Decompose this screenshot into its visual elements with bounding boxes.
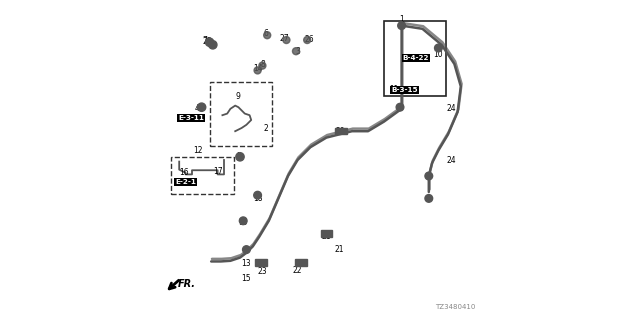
Text: 12: 12 (194, 146, 203, 155)
Circle shape (264, 32, 271, 39)
Text: 27: 27 (280, 34, 290, 43)
Text: 20: 20 (336, 127, 346, 136)
Circle shape (435, 44, 442, 52)
Bar (255, 259, 267, 266)
Circle shape (254, 67, 261, 74)
Bar (321, 230, 332, 237)
Text: 24: 24 (446, 156, 456, 164)
Text: 11: 11 (389, 85, 398, 94)
Text: E-2-1: E-2-1 (175, 180, 196, 185)
Text: FR.: FR. (178, 279, 196, 289)
Circle shape (236, 153, 244, 161)
Text: 23: 23 (257, 268, 268, 276)
Text: 8: 8 (260, 60, 265, 68)
Text: 19: 19 (238, 218, 248, 227)
Circle shape (254, 191, 262, 199)
Text: 1: 1 (399, 15, 404, 24)
Circle shape (304, 36, 311, 44)
Circle shape (239, 217, 247, 225)
Text: 7: 7 (202, 36, 207, 44)
Text: 15: 15 (241, 274, 252, 283)
Text: 25: 25 (202, 37, 212, 46)
Text: B-4-22: B-4-22 (403, 55, 429, 60)
Text: 4: 4 (195, 104, 199, 113)
Text: 13: 13 (241, 260, 252, 268)
Circle shape (425, 172, 433, 180)
Circle shape (197, 103, 206, 111)
Circle shape (398, 22, 406, 29)
Bar (384, 21, 447, 96)
Circle shape (283, 36, 290, 44)
Text: 5: 5 (236, 152, 241, 161)
Bar (172, 157, 234, 194)
Text: 26: 26 (305, 35, 315, 44)
Text: 21: 21 (335, 245, 344, 254)
Circle shape (425, 195, 433, 202)
Text: 6: 6 (263, 29, 268, 38)
Circle shape (396, 103, 404, 111)
Text: 18: 18 (253, 194, 262, 203)
Text: 3: 3 (295, 47, 300, 56)
Text: 21: 21 (322, 232, 331, 241)
Text: 17: 17 (212, 167, 223, 176)
Circle shape (259, 62, 266, 69)
Circle shape (243, 246, 250, 253)
Circle shape (205, 38, 214, 46)
Text: TZ3480410: TZ3480410 (435, 304, 475, 310)
Bar (295, 259, 307, 266)
Bar (210, 82, 272, 146)
Text: 14: 14 (253, 64, 262, 73)
Bar (335, 128, 347, 134)
Circle shape (209, 41, 217, 49)
Text: 10: 10 (433, 50, 444, 59)
Circle shape (292, 48, 300, 55)
Text: 24: 24 (446, 104, 456, 113)
Text: 9: 9 (236, 92, 241, 100)
Text: 2: 2 (263, 124, 268, 132)
Text: 22: 22 (293, 266, 302, 275)
Text: B-3-15: B-3-15 (392, 87, 418, 92)
Text: E-3-11: E-3-11 (179, 116, 204, 121)
Text: 16: 16 (179, 168, 189, 177)
